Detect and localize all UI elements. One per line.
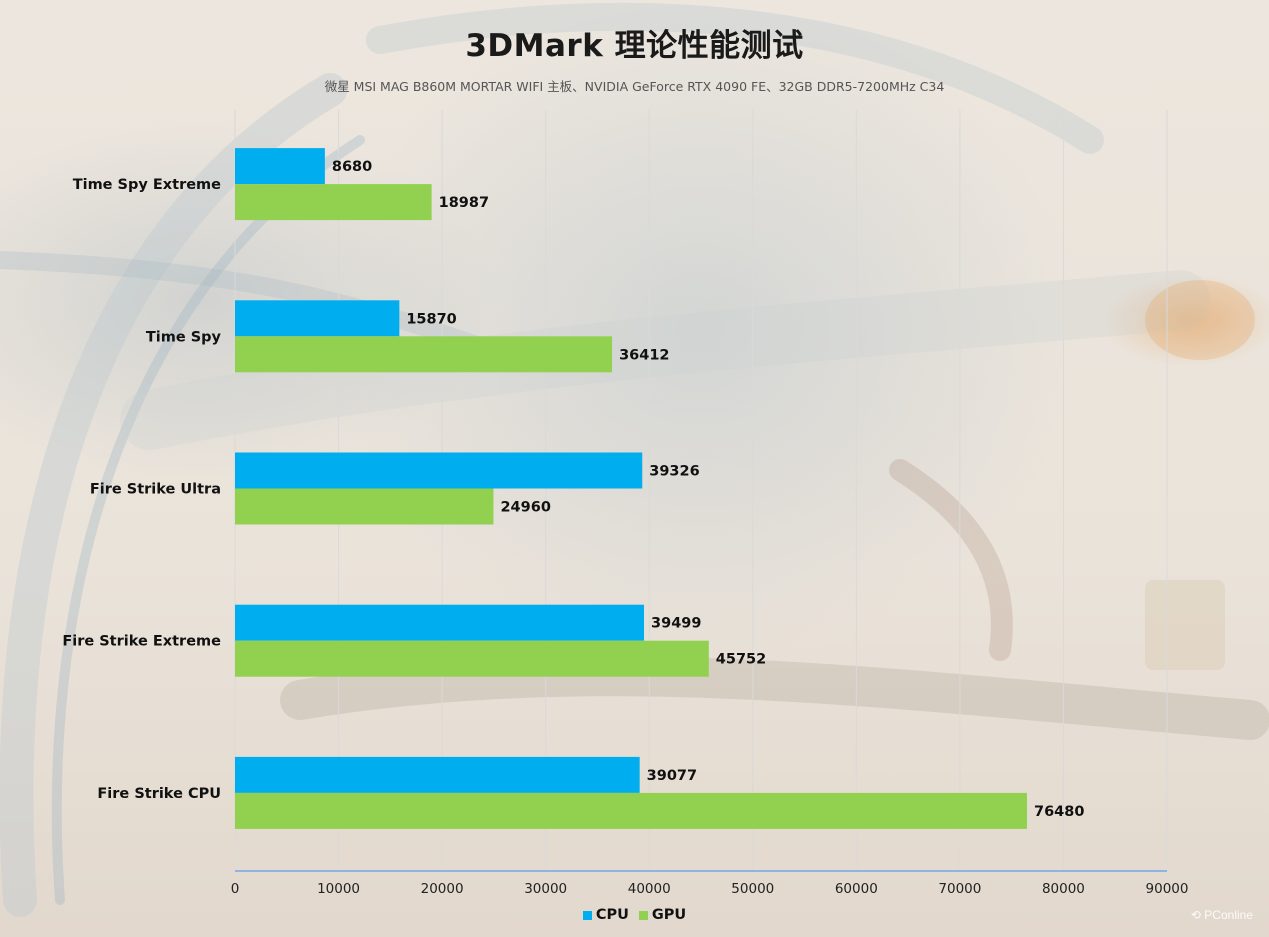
bar-gpu [235,488,494,525]
data-label-gpu: 45752 [716,652,766,668]
legend-swatch-cpu [582,910,592,920]
bar-gpu [235,336,613,373]
legend-item-gpu: GPU [638,907,687,923]
bar-gpu [235,640,709,677]
data-label-gpu: 36412 [619,347,669,363]
category-label: Fire Strike CPU [97,786,221,802]
x-tick-label: 50000 [731,881,774,897]
watermark-text: PConline [1204,908,1253,922]
x-tick-label: 10000 [317,881,360,897]
category-label: Fire Strike Extreme [62,634,221,650]
data-label-cpu: 39077 [647,768,697,784]
x-tick-label: 40000 [628,881,671,897]
data-label-cpu: 39326 [649,464,699,480]
legend-swatch-gpu [638,910,648,920]
data-label-cpu: 39499 [651,616,701,632]
category-label: Time Spy [146,329,222,345]
legend-label-gpu: GPU [651,907,687,923]
x-tick-label: 70000 [938,881,981,897]
x-tick-label: 90000 [1146,881,1189,897]
bar-cpu [235,300,400,337]
legend-label-cpu: CPU [595,907,629,923]
data-label-cpu: 8680 [332,159,372,175]
x-tick-label: 0 [231,881,240,897]
x-tick-label: 30000 [524,881,567,897]
bar-cpu [235,148,325,185]
legend: CPU GPU [0,907,1269,923]
chart-title: 3DMark 理论性能测试 [465,28,804,64]
x-tick-label: 60000 [835,881,878,897]
bar-cpu [235,452,643,489]
data-label-gpu: 76480 [1034,804,1084,820]
x-tick-label: 80000 [1042,881,1085,897]
x-tick-label: 20000 [421,881,464,897]
watermark-logo: ⟲ PConline [1190,908,1253,922]
data-label-cpu: 15870 [406,311,456,327]
bar-cpu [235,756,640,793]
data-label-gpu: 18987 [439,195,489,211]
bar-gpu [235,792,1027,829]
category-label: Fire Strike Ultra [90,482,221,498]
bar-gpu [235,184,432,221]
chart-subtitle: 微星 MSI MAG B860M MORTAR WIFI 主板、NVIDIA G… [324,79,945,94]
bar-cpu [235,604,645,641]
legend-item-cpu: CPU [582,907,629,923]
category-label: Time Spy Extreme [73,177,221,193]
data-label-gpu: 24960 [500,500,550,516]
